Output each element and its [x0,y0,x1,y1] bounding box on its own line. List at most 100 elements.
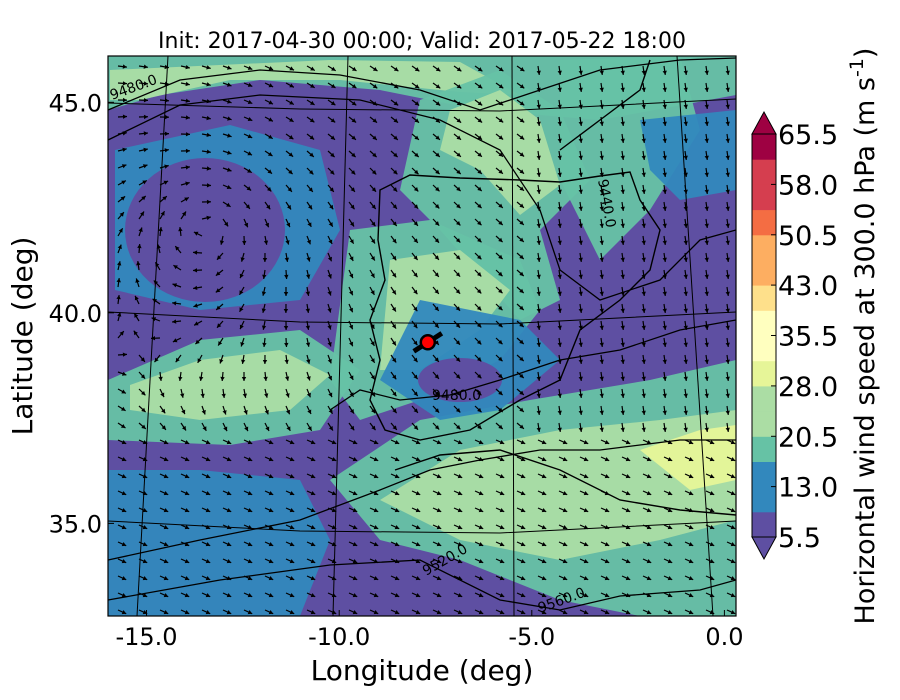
colorbar-segment [752,411,776,437]
wind-arrow-head [646,525,652,530]
wind-arrow [495,541,505,547]
wind-arrow-head [704,308,709,313]
wind-arrow-head [206,166,211,171]
wind-arrow [453,252,461,260]
wind-arrow-head [135,278,140,283]
wind-arrow-head [240,342,245,347]
wind-arrow-head [599,257,604,262]
wind-arrow [684,558,694,564]
wind-arrow-head [478,474,484,479]
wind-arrow-head [349,290,353,296]
wind-arrow [220,371,225,382]
wind-arrow [285,116,294,123]
wind-arrow-head [284,342,289,347]
wind-arrow [411,354,418,363]
wind-arrow [222,490,232,496]
wind-arrow [516,65,525,72]
wind-arrow [662,116,667,126]
wind-arrow-head [646,508,652,513]
wind-arrow-head [267,152,273,156]
wind-arrow [557,218,562,228]
wind-arrow-head [155,262,160,267]
wind-arrow [222,456,232,462]
wind-arrow [285,82,295,88]
wind-arrow [117,405,126,412]
wind-arrow-head [583,542,589,547]
wind-arrow [558,609,568,615]
wind-arrow [599,184,604,194]
wind-arrow-head [331,474,337,479]
colorbar-tick-label: 58.0 [778,170,838,201]
wind-arrow-head [268,457,274,462]
wind-arrow [327,337,332,347]
wind-arrow [600,439,610,445]
wind-arrow-head [328,375,332,381]
wind-arrow [557,388,562,398]
y-axis-label: Latitude (deg) [6,237,39,436]
wind-arrow-head [625,576,631,581]
wind-arrow-head [704,155,709,160]
wind-arrow [495,422,504,430]
wind-arrow-head [725,376,730,381]
wind-arrow-head [288,135,294,140]
wind-arrow [578,218,583,228]
wind-arrow [117,164,127,169]
wind-arrow-head [725,393,730,398]
wind-arrow [432,65,441,72]
wind-arrow-head [562,491,568,496]
wind-arrow [243,99,253,105]
wind-arrow [558,473,568,479]
wind-arrow-head [143,98,148,103]
wind-arrow [536,65,541,75]
wind-arrow-head [477,84,483,89]
wind-arrow-head [457,474,463,479]
wind-arrow-head [541,491,547,496]
wind-arrow [726,456,736,462]
wind-arrow-head [599,104,604,109]
wind-arrow [704,252,709,262]
wind-arrow-head [704,325,709,330]
wind-arrow [327,422,334,431]
wind-arrow [474,184,483,192]
wind-arrow-head [161,425,166,430]
wind-arrow [432,422,440,430]
wind-arrow [536,82,541,92]
wind-arrow [516,286,525,294]
wind-arrow [474,252,482,260]
wind-arrow [683,422,688,432]
wind-arrow [222,184,232,190]
wind-arrow-head [142,576,148,581]
wind-arrow [390,456,400,462]
wind-arrow [369,507,379,513]
wind-arrow-head [520,542,526,547]
wind-arrow-head [205,559,211,564]
wind-arrow [620,303,625,313]
wind-arrow-head [562,440,568,445]
wind-arrow-head [286,426,291,431]
wind-arrow-head [284,359,289,364]
wind-arrow-head [226,576,232,581]
wind-arrow [474,405,482,413]
wind-arrow-head [330,135,335,140]
wind-arrow-head [620,70,625,75]
wind-arrow [725,133,730,143]
wind-arrow-head [331,559,337,564]
wind-arrow-head [394,508,400,513]
wind-arrow [536,337,541,347]
wind-arrow [369,252,376,261]
wind-arrow-head [220,376,225,381]
wind-arrow-head [327,256,332,262]
wind-arrow-head [725,427,730,432]
wind-arrow [579,507,589,513]
wind-arrow [159,164,169,169]
wind-arrow-head [667,508,673,513]
wind-arrow [725,184,730,194]
wind-arrow [432,320,440,329]
wind-arrow [306,116,315,123]
wind-arrow-head [641,325,646,330]
wind-arrow-head [599,376,604,381]
wind-arrow-head [350,170,356,175]
wind-arrow [390,558,400,564]
wind-arrow-head [434,289,439,294]
wind-arrow-head [456,118,462,123]
